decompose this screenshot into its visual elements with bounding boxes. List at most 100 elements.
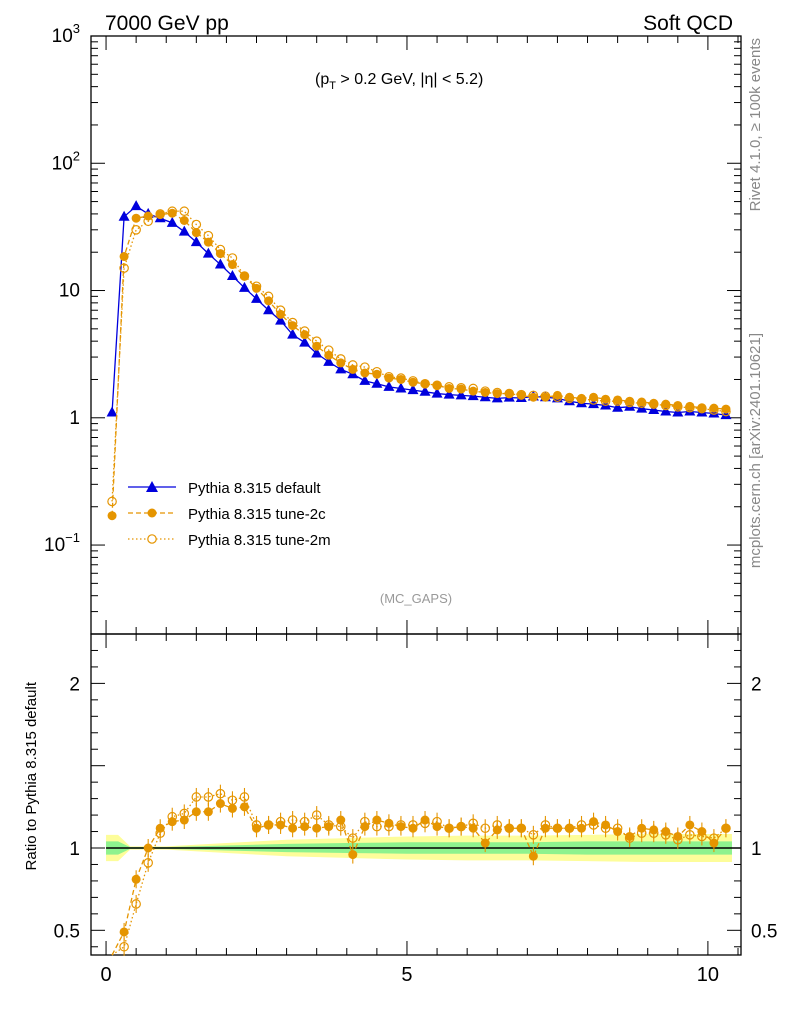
main-point-tune2c: [601, 394, 611, 404]
ratio-point-tune2m: [323, 820, 334, 830]
main-point-default: [323, 355, 335, 366]
ratio-point-tune2m: [335, 821, 346, 832]
ratio-point-tune2m: [299, 816, 310, 827]
main-point-tune2m: [468, 383, 478, 394]
main-point-tune2c: [155, 210, 165, 220]
header-left-title: 7000 GeV pp: [105, 12, 229, 35]
main-point-tune2m: [673, 401, 683, 412]
main-point-tune2m: [155, 209, 166, 219]
main-point-tune2m: [420, 378, 430, 389]
ratio-point-tune2m: [215, 788, 226, 799]
main-point-tune2m: [323, 345, 334, 355]
ratio-point-tune2m: [480, 823, 491, 834]
ratio-point-tune2m: [287, 815, 298, 825]
ratio-point-tune2c: [215, 799, 225, 809]
main-point-default: [419, 385, 431, 396]
ratio-point-tune2m: [263, 820, 274, 830]
main-ytick-label: 103: [52, 21, 80, 47]
main-point-default: [166, 216, 178, 227]
ratio-point-tune2c: [685, 820, 695, 830]
legend: Pythia 8.315 default Pythia 8.315 tune-2…: [128, 480, 331, 549]
main-ytick-base: 10: [52, 153, 73, 174]
legend-default-label: Pythia 8.315 default: [188, 480, 321, 497]
main-point-tune2m: [215, 244, 226, 255]
main-point-default: [130, 200, 142, 211]
main-point-tune2m: [576, 394, 587, 404]
main-point-tune2m: [564, 393, 575, 404]
main-point-tune2m: [299, 326, 310, 336]
main-point-tune2m: [721, 406, 731, 417]
ratio-point-tune2m: [468, 818, 478, 829]
ratio-panel-frame: [90, 633, 742, 956]
main-point-tune2m: [528, 390, 539, 401]
main-point-tune2c: [227, 260, 237, 270]
main-point-tune2m: [709, 405, 719, 415]
ratio-point-tune2m: [179, 808, 190, 819]
main-point-default: [275, 314, 287, 325]
main-point-tune2m: [131, 225, 141, 235]
main-ytick-base: 10: [44, 535, 65, 556]
main-point-tune2m: [648, 399, 659, 409]
main-point-default: [202, 247, 214, 258]
main-point-tune2c: [324, 350, 334, 360]
ratio-bands: [106, 834, 741, 862]
ratio-point-tune2m: [420, 818, 430, 829]
main-point-default: [588, 398, 600, 409]
ratio-ytick-label-left: 2: [69, 674, 80, 695]
main-ytick-label: 10−1: [44, 530, 80, 556]
ratio-point-tune2m: [372, 821, 382, 832]
main-point-default: [118, 210, 130, 221]
ratio-point-tune2m: [660, 830, 671, 840]
ratio-point-tune2m: [456, 821, 466, 832]
main-point-tune2m: [263, 291, 274, 302]
ratio-point-tune2c: [203, 807, 213, 817]
ratio-point-tune2m: [167, 811, 178, 822]
ratio-point-tune2m: [697, 831, 707, 842]
legend-tune2m-label: Pythia 8.315 tune-2m: [188, 532, 331, 549]
main-point-tune2m: [287, 317, 298, 328]
ratio-ylabel: Ratio to Pythia 8.315 default: [23, 681, 40, 870]
main-point-tune2m: [107, 496, 117, 507]
main-point-default: [383, 380, 395, 391]
main-point-tune2m: [335, 354, 346, 364]
ratio-point-tune2m: [191, 792, 202, 802]
analysis-label: (MC_GAPS): [380, 591, 452, 606]
main-ytick-base: 10: [52, 26, 73, 47]
xtick-label: 10: [697, 964, 719, 986]
main-point-default: [178, 225, 190, 236]
main-point-tune2m: [432, 380, 442, 391]
ratio-point-tune2c: [312, 823, 322, 833]
main-point-default: [443, 388, 455, 399]
ratio-point-tune2m: [709, 833, 719, 843]
main-point-tune2c: [516, 390, 526, 400]
main-point-default: [190, 236, 202, 247]
main-point-tune2m: [275, 305, 286, 316]
main-point-tune2c: [288, 321, 298, 331]
main-series-group: [106, 200, 732, 521]
main-point-tune2m: [179, 206, 190, 217]
main-point-default: [648, 404, 660, 415]
side-label-mcplots: mcplots.cern.ch [arXiv:2401.10621]: [747, 333, 764, 568]
side-label-rivet: Rivet 4.1.0, ≥ 100k events: [747, 38, 764, 211]
ratio-point-tune2c: [239, 802, 249, 812]
ratio-series-line: [111, 802, 727, 956]
main-point-default: [251, 292, 263, 303]
legend-tune2c-marker: [147, 508, 157, 518]
main-ytick-base: 1: [69, 408, 80, 429]
ratio-point-tune2c: [119, 927, 129, 937]
main-point-tune2c: [131, 213, 141, 223]
ratio-point-tune2m: [360, 816, 370, 827]
main-point-tune2m: [143, 216, 153, 227]
ratio-series-line: [111, 792, 727, 956]
main-ytick-label: 102: [52, 148, 80, 174]
main-point-default: [600, 399, 612, 410]
main-point-tune2c: [107, 511, 117, 521]
cut-label-prefix: (p: [315, 71, 329, 88]
ratio-point-tune2m: [311, 810, 322, 820]
main-point-default: [263, 304, 275, 315]
main-point-tune2m: [360, 362, 370, 372]
ratio-point-tune2c: [191, 807, 201, 817]
main-point-tune2m: [492, 387, 503, 398]
main-point-tune2c: [468, 386, 478, 396]
main-point-default: [238, 281, 250, 292]
